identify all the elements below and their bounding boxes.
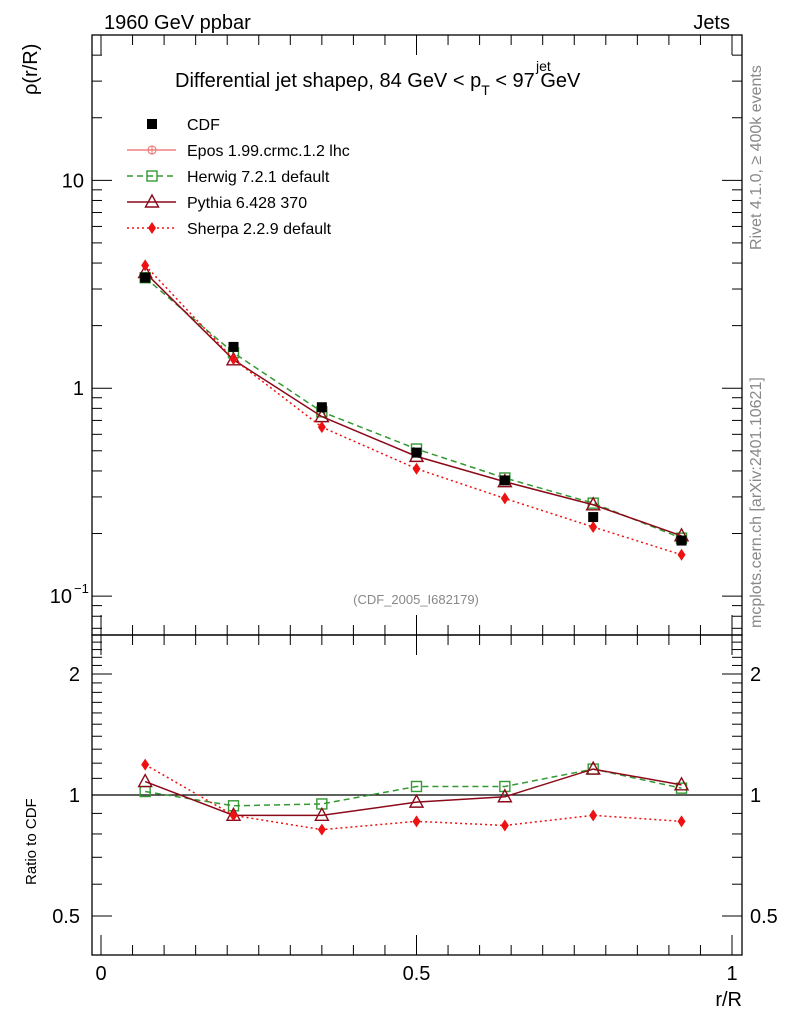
series-line-herwig-7-2-1-default: [144, 277, 682, 539]
ratio-line-pythia-6-428-370: [144, 768, 682, 817]
point-cdf: [676, 535, 687, 546]
top-panel-series: [137, 259, 690, 561]
y-tick-label-bottom-right: 2: [750, 664, 761, 686]
legend-label-pythia-6-428-370: Pythia 6.428 370: [187, 195, 307, 212]
y-tick-label-1: 1: [73, 378, 84, 400]
point-cdf: [411, 447, 422, 458]
series-line-sherpa-2-2-9-default: [144, 264, 682, 556]
legend-marker-herwig-7-2-1-default: [146, 170, 158, 182]
x-tick-label: 1: [726, 963, 737, 985]
point-sherpa-2-2-9-default: [677, 548, 686, 561]
point-sherpa-2-2-9-default: [589, 520, 598, 533]
point-cdf: [588, 512, 599, 523]
y-tick-label-bottom-right: 0.5: [750, 906, 778, 928]
legend-marker-epos-1-99-crmc-1-2-lhc: [147, 145, 157, 155]
point-sherpa-2-2-9-default: [141, 259, 150, 272]
ratio-point-herwig-7-2-1-default: [410, 780, 423, 793]
source-label: mcplots.cern.ch [arXiv:2401.10621]: [748, 377, 765, 628]
header-left: 1960 GeV ppbar: [104, 12, 251, 34]
point-cdf: [228, 341, 239, 352]
y-tick-label-bottom-left: 1: [69, 785, 80, 807]
ratio-point-sherpa-2-2-9-default: [677, 815, 686, 828]
bottom-panel-series: [137, 758, 690, 836]
chart-title-sub: T: [481, 82, 490, 98]
y-tick-label-10: 10: [62, 170, 84, 192]
legend-marker-sherpa-2-2-9-default: [148, 222, 156, 234]
point-sherpa-2-2-9-default: [500, 492, 509, 505]
y-axis-label-bottom: Ratio to CDF: [23, 798, 40, 885]
legend-label-cdf: CDF: [187, 117, 220, 134]
x-axis-ticks: 0 0.5 1: [95, 35, 738, 985]
legend: CDF Epos 1.99.crmc.1.2 lhc Herwig 7.2.1 de…: [127, 117, 350, 238]
y-tick-label-bottom-left: 2: [69, 664, 80, 686]
point-cdf: [316, 402, 327, 413]
y-tick-label-0.1: 10: [50, 586, 72, 608]
ratio-point-pythia-6-428-370: [497, 788, 513, 803]
y-tick-label-bottom-right: 1: [750, 785, 761, 807]
ratio-point-sherpa-2-2-9-default: [412, 815, 421, 828]
ratio-point-pythia-6-428-370: [673, 776, 690, 791]
x-tick-label: 0.5: [403, 963, 431, 985]
ratio-point-sherpa-2-2-9-default: [500, 819, 509, 832]
ratio-point-sherpa-2-2-9-default: [589, 809, 598, 822]
chart-title-sup: jet: [535, 58, 551, 74]
legend-marker-pythia-6-428-370: [144, 193, 160, 208]
rivet-label: Rivet 4.1.0, ≥ 400k events: [748, 65, 765, 250]
chart-title-end: < 97 GeV: [490, 70, 581, 92]
point-cdf: [499, 475, 510, 486]
y-tick-label-bottom-left: 0.5: [52, 906, 80, 928]
ratio-point-sherpa-2-2-9-default: [229, 809, 238, 822]
chart-title-main: Differential jet shapeρ, 84 GeV < p: [175, 70, 481, 92]
ratio-point-pythia-6-428-370: [314, 806, 330, 822]
ratio-point-pythia-6-428-370: [408, 793, 425, 808]
y-axis-label-top: ρ(r/R): [20, 44, 42, 95]
point-pythia-6-428-370: [585, 496, 601, 511]
chart-title: Differential jet shapeρ, 84 GeV < pT < 9…: [175, 70, 581, 98]
ratio-line-sherpa-2-2-9-default: [144, 763, 682, 831]
header-right: Jets: [693, 12, 730, 34]
legend-label-epos-1-99-crmc-1-2-lhc: Epos 1.99.crmc.1.2 lhc: [187, 143, 350, 160]
point-sherpa-2-2-9-default: [229, 353, 238, 366]
ratio-point-pythia-6-428-370: [585, 760, 601, 775]
point-sherpa-2-2-9-default: [317, 421, 326, 434]
ratio-point-sherpa-2-2-9-default: [141, 758, 150, 771]
ratio-point-pythia-6-428-370: [137, 773, 153, 788]
legend-label-herwig-7-2-1-default: Herwig 7.2.1 default: [187, 169, 330, 186]
point-sherpa-2-2-9-default: [412, 462, 421, 475]
x-axis-label: r/R: [715, 989, 742, 1011]
bottom-panel-ticks: 2 2 1 1 0.5 0.5: [52, 641, 778, 928]
legend-marker-cdf: [147, 119, 157, 129]
ratio-point-herwig-7-2-1-default: [499, 780, 511, 793]
y-tick-label-exponent: −1: [74, 581, 89, 596]
series-line-pythia-6-428-370: [144, 272, 682, 537]
analysis-watermark: (CDF_2005_I682179): [353, 592, 479, 607]
point-cdf: [140, 272, 151, 283]
ratio-point-sherpa-2-2-9-default: [317, 823, 326, 836]
x-tick-label: 0: [95, 963, 106, 985]
legend-label-sherpa-2-2-9-default: Sherpa 2.2.9 default: [187, 221, 332, 238]
